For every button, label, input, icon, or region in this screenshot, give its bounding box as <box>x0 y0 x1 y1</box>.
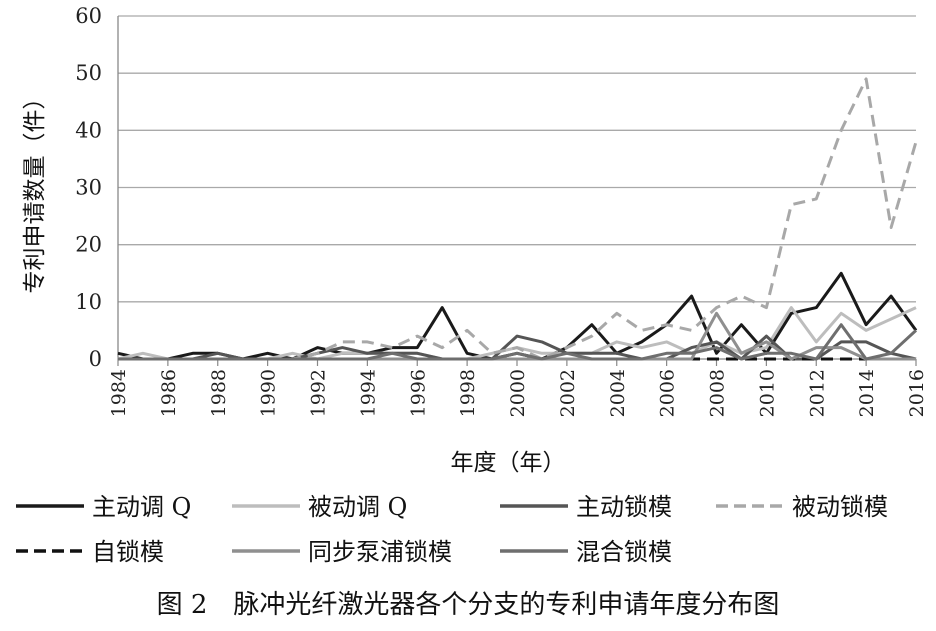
x-axis-title: 年度（年） <box>451 450 566 476</box>
x-tick-label: 2000 <box>507 369 529 417</box>
figure-caption: 图 2 脉冲光纤激光器各个分支的专利申请年度分布图 <box>157 590 780 620</box>
x-tick-label: 1990 <box>258 369 280 417</box>
legend-label-1: 被动调 Q <box>308 493 407 521</box>
series-line-6 <box>118 323 918 361</box>
gridlines <box>117 15 916 360</box>
y-tick-label: 50 <box>75 61 102 85</box>
legend-label-4: 自锁模 <box>92 538 164 566</box>
x-tick-label: 1992 <box>308 369 330 417</box>
y-tick-label: 10 <box>75 290 102 314</box>
legend-label-6: 混合锁模 <box>576 538 672 566</box>
series-lines <box>117 77 918 361</box>
x-tick-label: 2014 <box>856 369 878 417</box>
x-tick-label: 1988 <box>208 369 230 417</box>
x-tick-label: 1986 <box>158 369 180 417</box>
x-tick-label: 1994 <box>357 369 379 417</box>
x-tick-label: 1998 <box>457 369 479 417</box>
x-tick-label: 2016 <box>906 369 928 417</box>
y-tick-label: 0 <box>89 347 102 371</box>
y-axis-ticks: 0 10 20 30 40 50 60 <box>75 4 102 371</box>
y-tick-label: 30 <box>75 176 102 200</box>
x-tick-label: 2008 <box>707 369 729 417</box>
legend-label-2: 主动锁模 <box>576 493 672 521</box>
y-tick-label: 60 <box>75 4 102 28</box>
y-tick-label: 40 <box>75 118 102 142</box>
x-tick-label: 1984 <box>108 369 130 417</box>
x-tick-label: 2006 <box>657 369 679 417</box>
y-tick-label: 20 <box>75 233 102 257</box>
y-axis-title: 专利申请数量（件） <box>22 87 48 294</box>
x-tick-label: 2004 <box>607 369 629 417</box>
legend-label-5: 同步泵浦锁模 <box>308 538 452 566</box>
x-tick-label: 2010 <box>756 369 778 417</box>
legend-label-3: 被动锁模 <box>792 493 888 521</box>
x-tick-label: 2012 <box>806 369 828 417</box>
series-line-1 <box>117 306 917 361</box>
x-axis-ticks: 1984 1986 1988 1990 1992 1994 1996 1998 2000 2002… <box>108 359 928 417</box>
x-tick-label: 2002 <box>557 369 579 417</box>
legend-label-0: 主动调 Q <box>92 493 191 521</box>
x-tick-label: 1996 <box>407 369 429 417</box>
